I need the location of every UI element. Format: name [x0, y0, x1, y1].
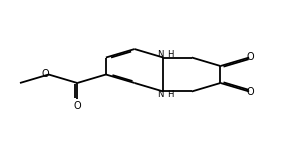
Text: O: O: [247, 52, 254, 62]
Text: H: H: [167, 50, 173, 59]
Text: N: N: [158, 90, 164, 99]
Text: O: O: [247, 87, 254, 97]
Text: H: H: [167, 90, 173, 99]
Text: O: O: [41, 69, 49, 79]
Text: O: O: [73, 101, 81, 111]
Text: N: N: [158, 50, 164, 59]
